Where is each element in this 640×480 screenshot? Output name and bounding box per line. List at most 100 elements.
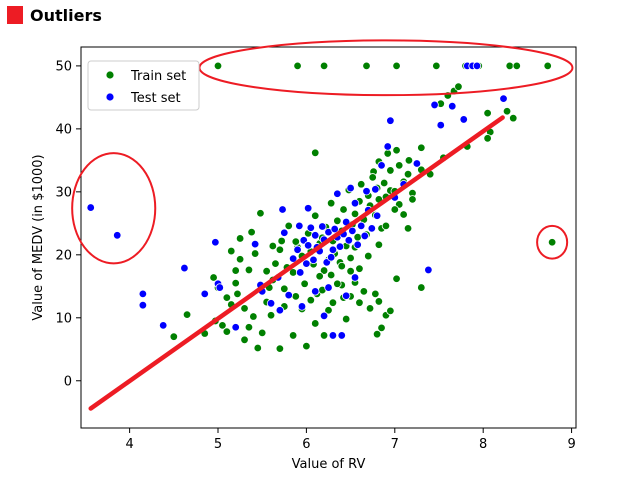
train-point — [169, 332, 179, 341]
train-point — [362, 61, 371, 71]
x-tick-label: 5 — [214, 437, 222, 452]
train-point — [346, 266, 355, 276]
train-point — [355, 264, 364, 273]
test-point — [430, 100, 439, 110]
train-point — [311, 211, 320, 220]
train-point — [268, 241, 278, 251]
train-point — [350, 209, 360, 219]
train-point — [231, 266, 240, 275]
test-point — [367, 224, 377, 233]
plot-area — [80, 46, 577, 429]
x-axis: 4 5 6 7 8 9 — [125, 428, 576, 452]
train-point — [547, 238, 557, 247]
train-point — [326, 270, 336, 280]
test-point — [335, 242, 345, 251]
page-title: Outliers — [30, 6, 102, 25]
train-point — [250, 249, 260, 258]
train-point — [353, 232, 362, 242]
test-point — [318, 222, 327, 231]
train-point — [311, 148, 320, 157]
test-point — [372, 211, 382, 220]
test-point — [350, 198, 360, 208]
train-point — [395, 161, 404, 170]
train-point — [483, 134, 492, 143]
train-point — [368, 173, 377, 182]
test-point — [386, 116, 395, 125]
train-point — [291, 237, 300, 246]
train-point — [377, 323, 386, 333]
train-point — [291, 292, 300, 301]
train-point — [383, 149, 392, 158]
train-point — [209, 273, 218, 282]
train-point — [300, 279, 309, 288]
test-point — [337, 331, 346, 340]
test-point — [311, 287, 320, 296]
train-point — [509, 113, 518, 123]
train-point — [311, 319, 320, 328]
train-point — [213, 61, 223, 71]
train-point — [218, 321, 227, 330]
test-point — [348, 226, 357, 236]
train-point — [306, 295, 316, 305]
train-point — [399, 210, 408, 219]
train-point — [319, 61, 329, 71]
train-point — [365, 304, 375, 313]
legend: Train set Test set — [87, 60, 200, 111]
x-tick-label: 7 — [391, 437, 399, 452]
test-point — [200, 289, 209, 299]
test-point — [346, 183, 355, 193]
test-point — [159, 321, 168, 330]
train-point — [333, 279, 342, 288]
test-point — [231, 323, 240, 332]
train-point — [502, 107, 512, 116]
x-axis-label: Value of RV — [292, 457, 366, 472]
test-point — [341, 291, 351, 300]
train-point — [244, 323, 254, 332]
legend-box — [87, 60, 200, 111]
train-point — [483, 108, 492, 118]
test-point — [333, 189, 342, 198]
test-point — [328, 245, 338, 254]
y-axis: 0 10 20 30 40 50 — [55, 59, 81, 389]
test-point — [303, 241, 313, 250]
train-point — [372, 329, 382, 339]
train-point — [182, 310, 192, 319]
test-point — [360, 231, 369, 241]
test-point — [180, 263, 189, 273]
test-point — [138, 300, 148, 310]
train-point — [355, 298, 364, 307]
train-point — [275, 245, 285, 254]
test-point — [324, 283, 333, 292]
train-point — [231, 278, 240, 288]
train-point — [256, 209, 265, 218]
test-point — [412, 159, 422, 168]
train-point — [333, 216, 342, 226]
test-point — [350, 273, 360, 282]
test-point — [295, 221, 304, 231]
y-tick-label: 10 — [55, 311, 72, 326]
test-point — [275, 306, 285, 315]
test-point — [215, 283, 224, 292]
test-point — [424, 265, 433, 275]
train-point — [258, 328, 267, 338]
y-tick-label: 40 — [55, 122, 72, 137]
test-point — [319, 311, 329, 321]
y-tick-label: 0 — [64, 374, 72, 389]
test-point — [113, 231, 122, 240]
test-point — [250, 239, 260, 249]
test-point — [303, 204, 313, 213]
plot-frame — [80, 46, 577, 429]
train-point — [293, 61, 302, 71]
train-point — [505, 61, 514, 71]
test-point — [353, 240, 362, 249]
test-point — [297, 302, 307, 311]
test-point — [459, 115, 468, 124]
test-point — [344, 236, 354, 245]
x-tick-label: 9 — [567, 437, 575, 452]
outlier-ellipse-right — [536, 224, 569, 260]
train-point — [512, 61, 521, 71]
test-point — [284, 290, 293, 300]
train-point — [379, 178, 389, 188]
test-point — [211, 238, 220, 247]
